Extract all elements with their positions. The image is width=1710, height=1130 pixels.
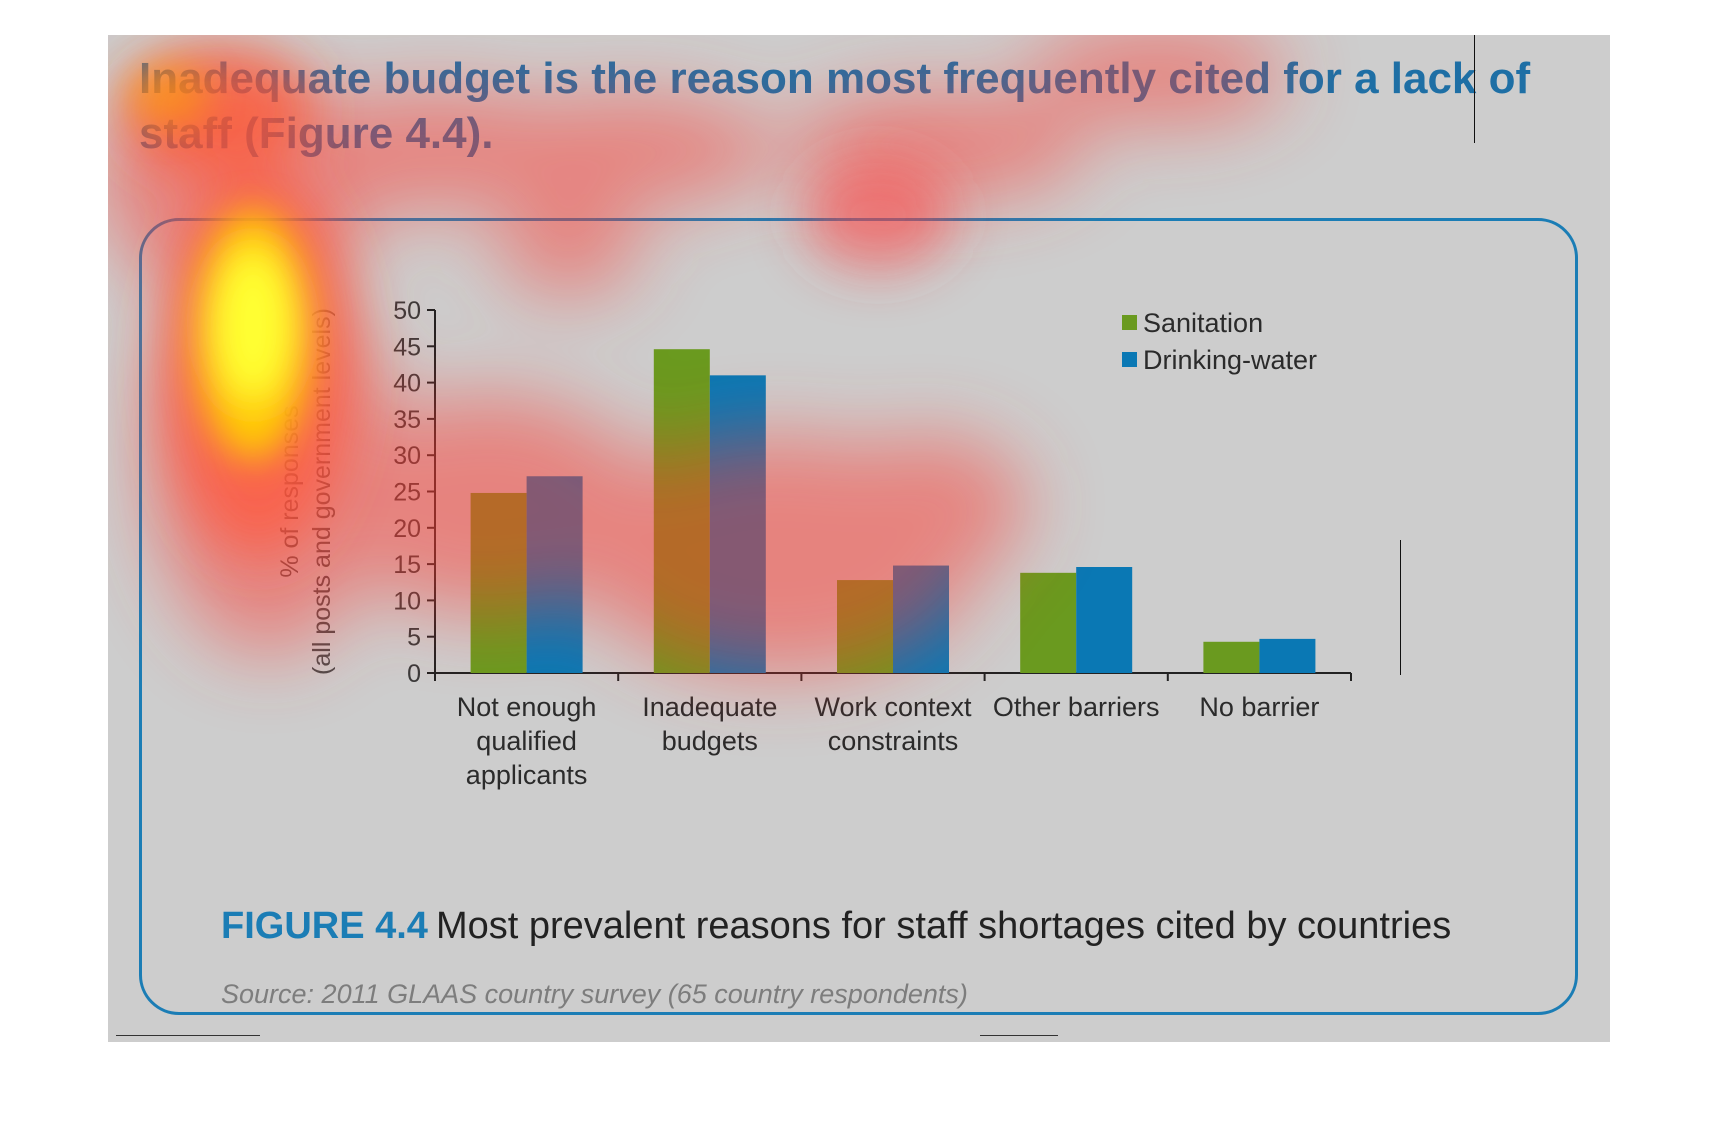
y-axis-title: (all posts and government levels) [308,308,336,675]
bar-chart: 0 5 10 15 20 25 30 35 40 45 50 Not enough qualified a… [276,297,1352,790]
figure-box: 0 5 10 15 20 25 30 35 40 45 50 Not enough qualified a… [139,218,1578,1015]
x-category-label: No barrier [1199,692,1319,722]
y-tick-label: 10 [393,587,421,615]
x-category-label: qualified [476,726,577,756]
bar [1259,638,1316,673]
bar [1203,641,1260,673]
bar [709,375,766,673]
figure-number: FIGURE 4.4 [221,905,428,947]
y-tick-label: 50 [393,297,421,325]
bar [837,580,893,673]
text-cursor [1400,540,1401,675]
figure-caption: FIGURE 4.4 Most prevalent reasons for sta… [221,905,1451,948]
x-category-label: Not enough [457,692,597,722]
y-tick-label: 35 [393,406,421,434]
bar [1076,567,1133,673]
figure-title: Most prevalent reasons for staff shortag… [435,905,1452,947]
bar [526,476,583,673]
footer-rule [980,1035,1058,1036]
legend-label: Drinking-water [1143,345,1317,375]
bar [653,349,710,673]
y-tick-label: 20 [393,515,421,543]
y-tick-label: 5 [407,624,421,652]
x-category-label: Work context [814,692,972,722]
x-category-label: budgets [662,726,758,756]
bar [470,492,527,673]
y-tick-label: 25 [393,479,421,507]
legend-label: Sanitation [1143,308,1263,338]
x-category-label: Inadequate [642,692,777,722]
y-tick-label: 40 [393,370,421,398]
figure-panel: Inadequate budget is the reason most fre… [108,35,1610,1042]
text-cursor [1474,35,1475,143]
legend-swatch [1122,315,1137,330]
x-category-label: Other barriers [993,692,1160,722]
y-tick-label: 15 [393,551,421,579]
x-category-label: constraints [828,726,959,756]
bar [893,565,949,673]
page-headline: Inadequate budget is the reason most fre… [139,54,1531,158]
legend-swatch [1122,352,1137,367]
x-category-label: applicants [466,760,588,790]
bar [1020,572,1077,673]
y-tick-label: 45 [393,333,421,361]
y-tick-label: 30 [393,442,421,470]
source-note: Source: 2011 GLAAS country survey (65 co… [221,979,968,1009]
y-tick-label: 0 [407,660,421,688]
y-axis-title: % of responses [276,405,304,577]
footer-rule [116,1035,260,1036]
